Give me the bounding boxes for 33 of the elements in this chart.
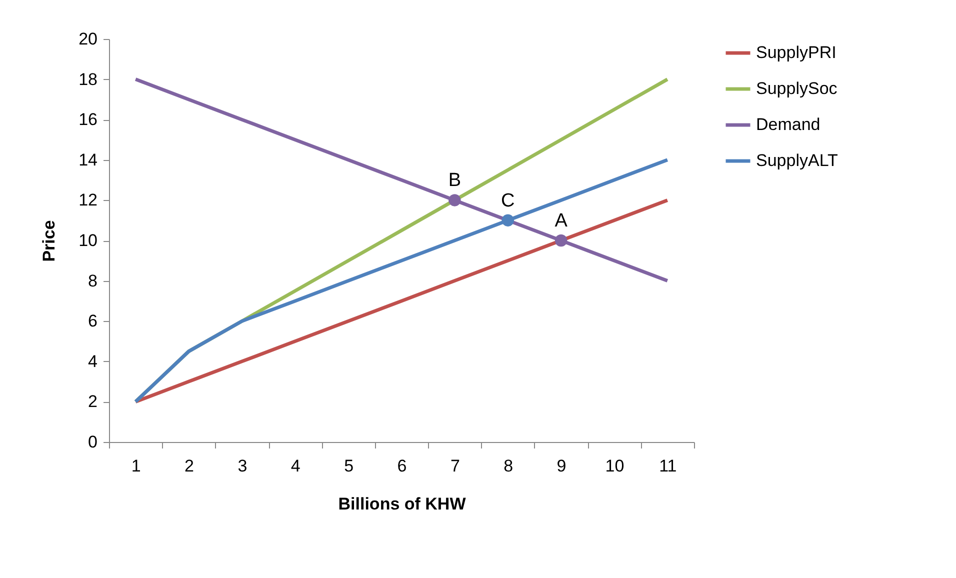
x-tick-label: 11 — [659, 456, 677, 476]
annotation: A — [554, 210, 568, 232]
x-tick-label: 9 — [556, 456, 566, 476]
y-tick-label: 6 — [88, 312, 98, 331]
y-tick-label: 14 — [78, 150, 98, 170]
x-tick-label: 2 — [184, 456, 194, 476]
legend-label: SupplyPRI — [756, 43, 836, 62]
y-tick-label: 12 — [78, 190, 98, 210]
y-tick-label: 20 — [78, 30, 98, 48]
x-tick-label: 8 — [504, 456, 514, 476]
y-tick-label: 10 — [78, 231, 98, 250]
legend-label: SupplySoc — [756, 79, 838, 98]
annotation: B — [448, 170, 462, 192]
y-tick-label: 0 — [88, 432, 98, 452]
y-tick-label: 18 — [78, 70, 98, 89]
line-series — [134, 78, 670, 283]
y-tick-label: 4 — [88, 352, 98, 371]
annotation: C — [500, 190, 515, 212]
legend-label: SupplyALT — [756, 151, 838, 170]
x-tick-label: 10 — [605, 456, 624, 476]
x-tick-label: 6 — [397, 456, 407, 476]
line-series — [134, 158, 670, 404]
x-tick-label: 7 — [450, 456, 460, 476]
y-tick-label: 2 — [88, 392, 98, 412]
x-tick-label: 5 — [344, 456, 354, 476]
x-tick-label: 1 — [131, 456, 141, 476]
y-axis-title: Price — [40, 220, 59, 262]
legend-label: Demand — [756, 115, 820, 134]
x-tick-label: 4 — [290, 456, 300, 476]
y-tick-label: 16 — [78, 110, 98, 130]
x-axis-title: Billions of KHW — [338, 494, 467, 514]
x-tick-label: 3 — [238, 456, 248, 476]
y-tick-label: 8 — [88, 271, 98, 290]
